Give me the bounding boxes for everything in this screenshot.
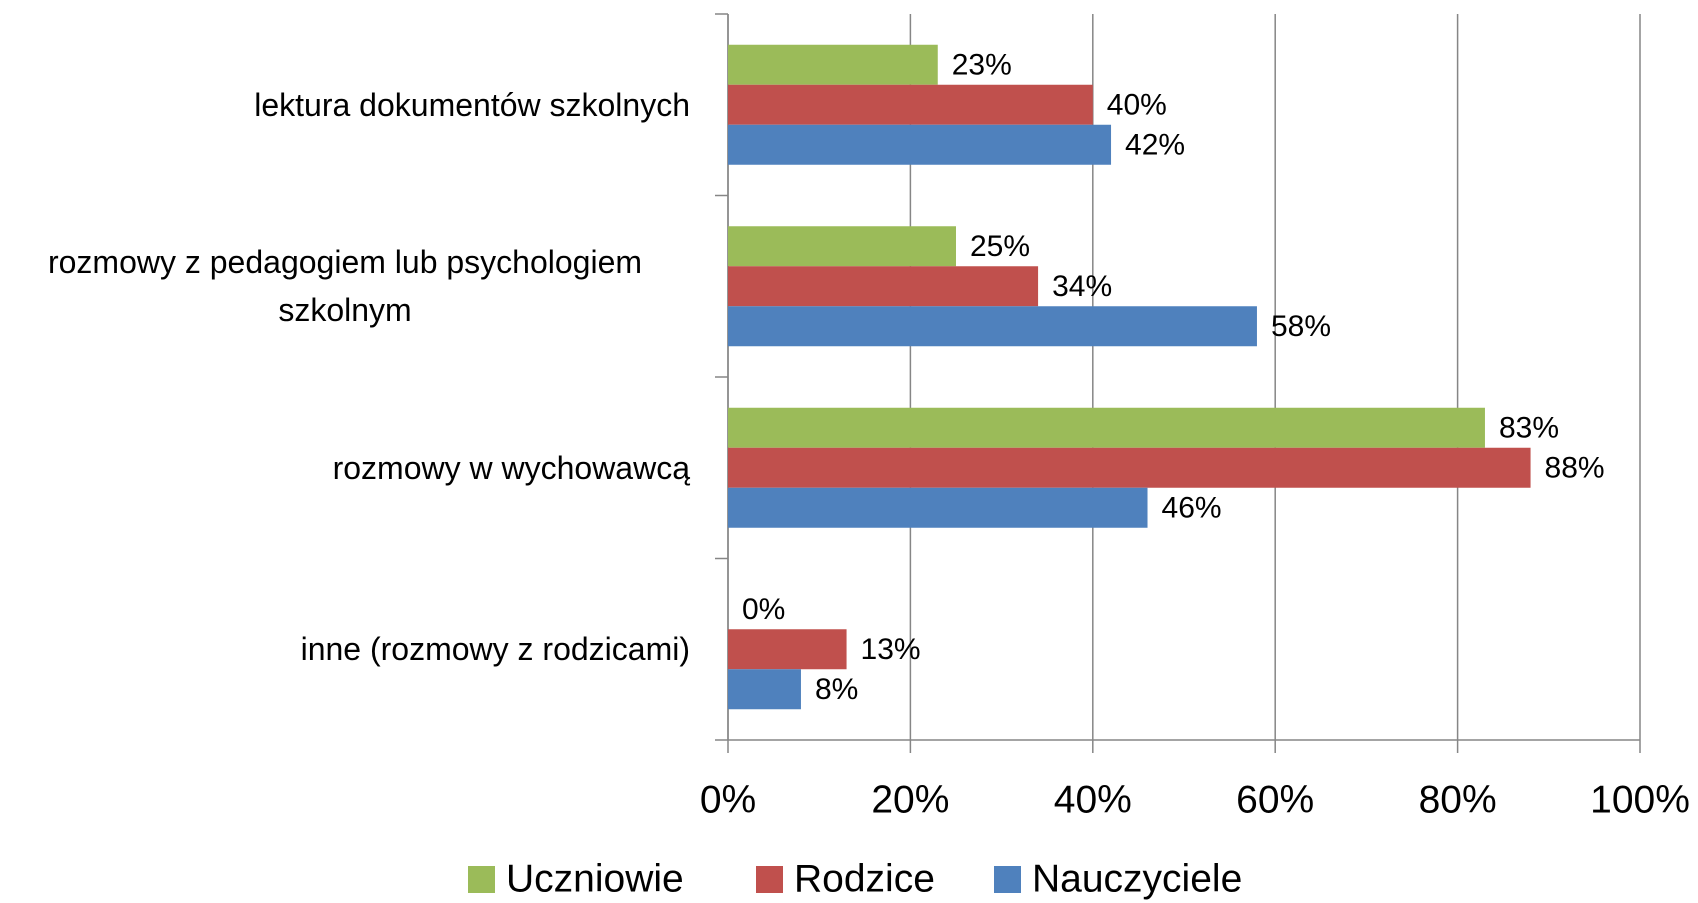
value-label: 58% <box>1271 310 1331 343</box>
bar <box>728 266 1039 307</box>
value-label: 88% <box>1545 452 1605 485</box>
bar <box>728 407 1485 448</box>
legend-label: Rodzice <box>794 857 935 900</box>
x-tick-label: 60% <box>1236 778 1314 821</box>
category-label: rozmowy z pedagogiem lub psychologiem sz… <box>47 244 643 329</box>
value-label: 46% <box>1162 492 1222 525</box>
legend-swatch <box>994 866 1021 893</box>
x-tick-label: 0% <box>700 778 756 821</box>
value-label: 0% <box>742 593 785 626</box>
value-label: 13% <box>861 633 921 666</box>
bar <box>728 629 847 670</box>
bar <box>728 226 956 267</box>
x-tick-label: 40% <box>1054 778 1132 821</box>
value-label: 25% <box>970 230 1030 263</box>
category-label: rozmowy w wychowawcą <box>332 449 690 486</box>
bar <box>728 669 801 710</box>
category-label: lektura dokumentów szkolnych <box>254 86 690 123</box>
category-label: inne (rozmowy z rodzicami) <box>300 631 690 668</box>
x-tick-label: 20% <box>871 778 949 821</box>
bar <box>728 84 1093 125</box>
bar <box>728 124 1112 165</box>
x-tick-label: 80% <box>1419 778 1497 821</box>
value-label: 23% <box>952 49 1012 82</box>
legend-swatch <box>468 866 495 893</box>
legend-label: Uczniowie <box>506 857 684 900</box>
value-label: 83% <box>1499 412 1559 445</box>
legend-swatch <box>756 866 783 893</box>
value-label: 42% <box>1125 129 1185 162</box>
value-label: 8% <box>815 673 858 706</box>
legend-label: Nauczyciele <box>1032 857 1242 900</box>
x-tick-label: 100% <box>1590 778 1690 821</box>
bar <box>728 306 1257 347</box>
value-label: 40% <box>1107 89 1167 122</box>
bar <box>728 447 1531 488</box>
bar <box>728 44 938 85</box>
bar <box>728 487 1148 528</box>
value-label: 34% <box>1052 270 1112 303</box>
